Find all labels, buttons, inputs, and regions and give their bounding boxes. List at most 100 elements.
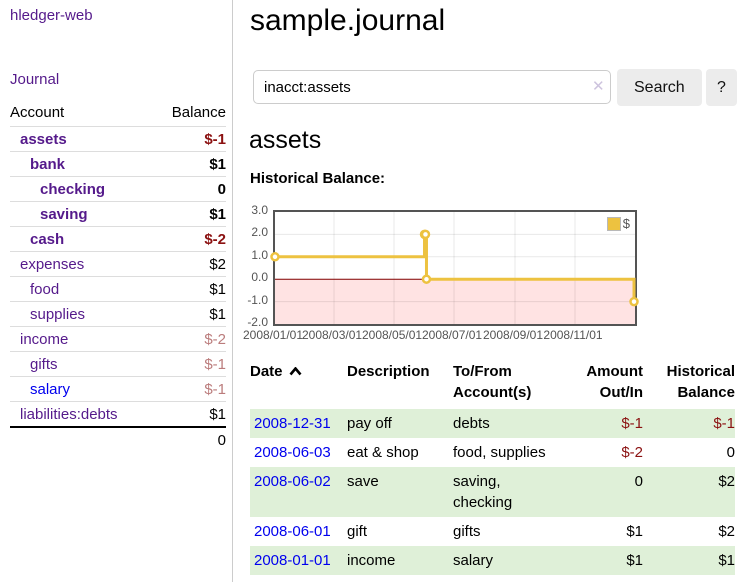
- account-row: food $1: [10, 276, 226, 302]
- account-link[interactable]: saving: [40, 205, 88, 223]
- accounts-table: Account Balance assets $-1 bank $1 checking 0…: [10, 100, 226, 452]
- register-row: 2008-06-03 eat & shop food, supplies $-2 0: [250, 438, 735, 467]
- x-axis-tick-label: 2008/07/01: [421, 328, 483, 342]
- account-row: cash $-2: [10, 226, 226, 252]
- register-amount: $-1: [563, 409, 643, 438]
- register-header-amount: Amount Out/In: [586, 363, 643, 401]
- register-accounts: salary: [453, 546, 563, 575]
- account-link[interactable]: supplies: [30, 305, 86, 323]
- register-header-row: Date Description To/From Account(s) Amou…: [250, 359, 735, 409]
- accounts-total-row: 0: [10, 426, 226, 452]
- accounts-total-value: 0: [153, 426, 226, 452]
- x-axis-tick-label: 2008/03/01: [301, 328, 363, 342]
- search-button[interactable]: Search: [617, 69, 702, 106]
- x-axis-tick-label: 2008/11/01: [543, 328, 603, 342]
- register-body: 2008-12-31 pay off debts $-1 $-1 2008-06-03 ea…: [250, 409, 735, 575]
- account-row: bank $1: [10, 151, 226, 177]
- y-axis-tick-label: 3.0: [251, 203, 268, 217]
- accounts-header-row: Account Balance: [10, 100, 226, 127]
- help-button[interactable]: ?: [706, 69, 737, 106]
- y-axis-tick-label: -2.0: [247, 315, 268, 329]
- register-header-balance: Historical Balance: [666, 363, 735, 401]
- account-row: income $-2: [10, 326, 226, 352]
- journal-nav-link[interactable]: Journal: [10, 71, 60, 88]
- account-link[interactable]: food: [30, 280, 60, 298]
- app-title-link[interactable]: hledger-web: [10, 7, 93, 24]
- clear-search-icon[interactable]: ✕: [592, 78, 605, 95]
- accounts-header-balance: Balance: [171, 104, 226, 121]
- balance-chart: $: [270, 210, 639, 326]
- register-balance: $2: [718, 523, 735, 540]
- register-accounts: food, supplies: [453, 444, 546, 461]
- register-row: 2008-01-01 income salary $1 $1: [250, 546, 735, 575]
- x-axis-tick-label: 2008/09/01: [482, 328, 544, 342]
- x-axis-tick-label: 2008/01/01: [242, 328, 304, 342]
- account-link[interactable]: gifts: [30, 355, 58, 373]
- register-description: gift: [347, 523, 368, 540]
- register-balance: $2: [643, 467, 735, 517]
- search-input[interactable]: [253, 70, 611, 104]
- account-link[interactable]: income: [20, 330, 69, 348]
- register-header-date[interactable]: Date: [250, 359, 347, 409]
- account-link[interactable]: salary: [30, 380, 71, 398]
- account-link[interactable]: liabilities:debts: [20, 405, 118, 423]
- register-amount: $-2: [621, 444, 643, 461]
- account-name-cell: bank: [10, 151, 154, 177]
- y-axis-tick-label: 1.0: [251, 247, 268, 262]
- account-row: expenses $2: [10, 251, 226, 277]
- register-date-link[interactable]: 2008-01-01: [254, 552, 331, 569]
- account-section-title: assets: [249, 126, 322, 154]
- account-name-cell: saving: [10, 201, 154, 227]
- account-name-cell: salary: [10, 376, 154, 402]
- register-amount: $1: [563, 546, 643, 575]
- register-date-link[interactable]: 2008-06-01: [254, 523, 331, 540]
- account-balance: $-2: [153, 226, 226, 252]
- account-name-cell: assets: [10, 126, 154, 152]
- register-date-link[interactable]: 2008-06-03: [254, 444, 331, 461]
- y-axis-tick-label: -1.0: [247, 292, 268, 307]
- account-name-cell: cash: [10, 226, 154, 252]
- chart-legend: $: [605, 216, 631, 231]
- accounts-body: assets $-1 bank $1 checking 0 saving $1 cash $-2 e…: [10, 126, 226, 427]
- register-date-cell: 2008-06-01: [250, 517, 347, 546]
- register-description: save: [347, 467, 453, 517]
- register-header-description: Description: [347, 363, 430, 380]
- account-row: salary $-1: [10, 376, 226, 402]
- register-description: eat & shop: [347, 444, 419, 461]
- account-link[interactable]: cash: [30, 230, 65, 248]
- register-date-cell: 2008-01-01: [250, 546, 347, 575]
- account-row: assets $-1: [10, 126, 226, 152]
- page-title: sample.journal: [250, 4, 446, 37]
- register-date-link[interactable]: 2008-12-31: [254, 415, 331, 432]
- register-date-link[interactable]: 2008-06-02: [254, 473, 331, 490]
- register-date-cell: 2008-06-02: [250, 467, 347, 517]
- account-balance: $-1: [153, 126, 226, 152]
- account-link[interactable]: bank: [30, 155, 66, 173]
- register-balance: $-1: [643, 409, 735, 438]
- account-link[interactable]: expenses: [20, 255, 85, 273]
- register-amount: 0: [563, 467, 643, 517]
- balance-chart-canvas: [270, 212, 639, 324]
- account-name-cell: expenses: [10, 251, 154, 277]
- account-name-cell: income: [10, 326, 154, 352]
- y-axis-tick-label: 2.0: [251, 225, 268, 240]
- register-row: 2008-06-01 gift gifts $1 $2: [250, 517, 735, 546]
- register-balance: $1: [643, 546, 735, 575]
- register-date-cell: 2008-12-31: [250, 409, 347, 438]
- account-balance: $1: [153, 276, 226, 302]
- account-name-cell: supplies: [10, 301, 154, 327]
- account-balance: $1: [153, 401, 226, 427]
- register-amount: $1: [626, 523, 643, 540]
- sort-ascending-icon: [289, 367, 302, 376]
- account-row: gifts $-1: [10, 351, 226, 377]
- register-header-accounts: To/From Account(s): [453, 363, 532, 401]
- y-axis-tick-label: 0.0: [251, 270, 268, 285]
- account-row: supplies $1: [10, 301, 226, 327]
- account-link[interactable]: checking: [40, 180, 106, 198]
- register-description: income: [347, 546, 453, 575]
- legend-label: $: [622, 216, 630, 231]
- account-row: liabilities:debts $1: [10, 401, 226, 427]
- chart-title: Historical Balance:: [250, 170, 386, 187]
- account-link[interactable]: assets: [20, 130, 67, 148]
